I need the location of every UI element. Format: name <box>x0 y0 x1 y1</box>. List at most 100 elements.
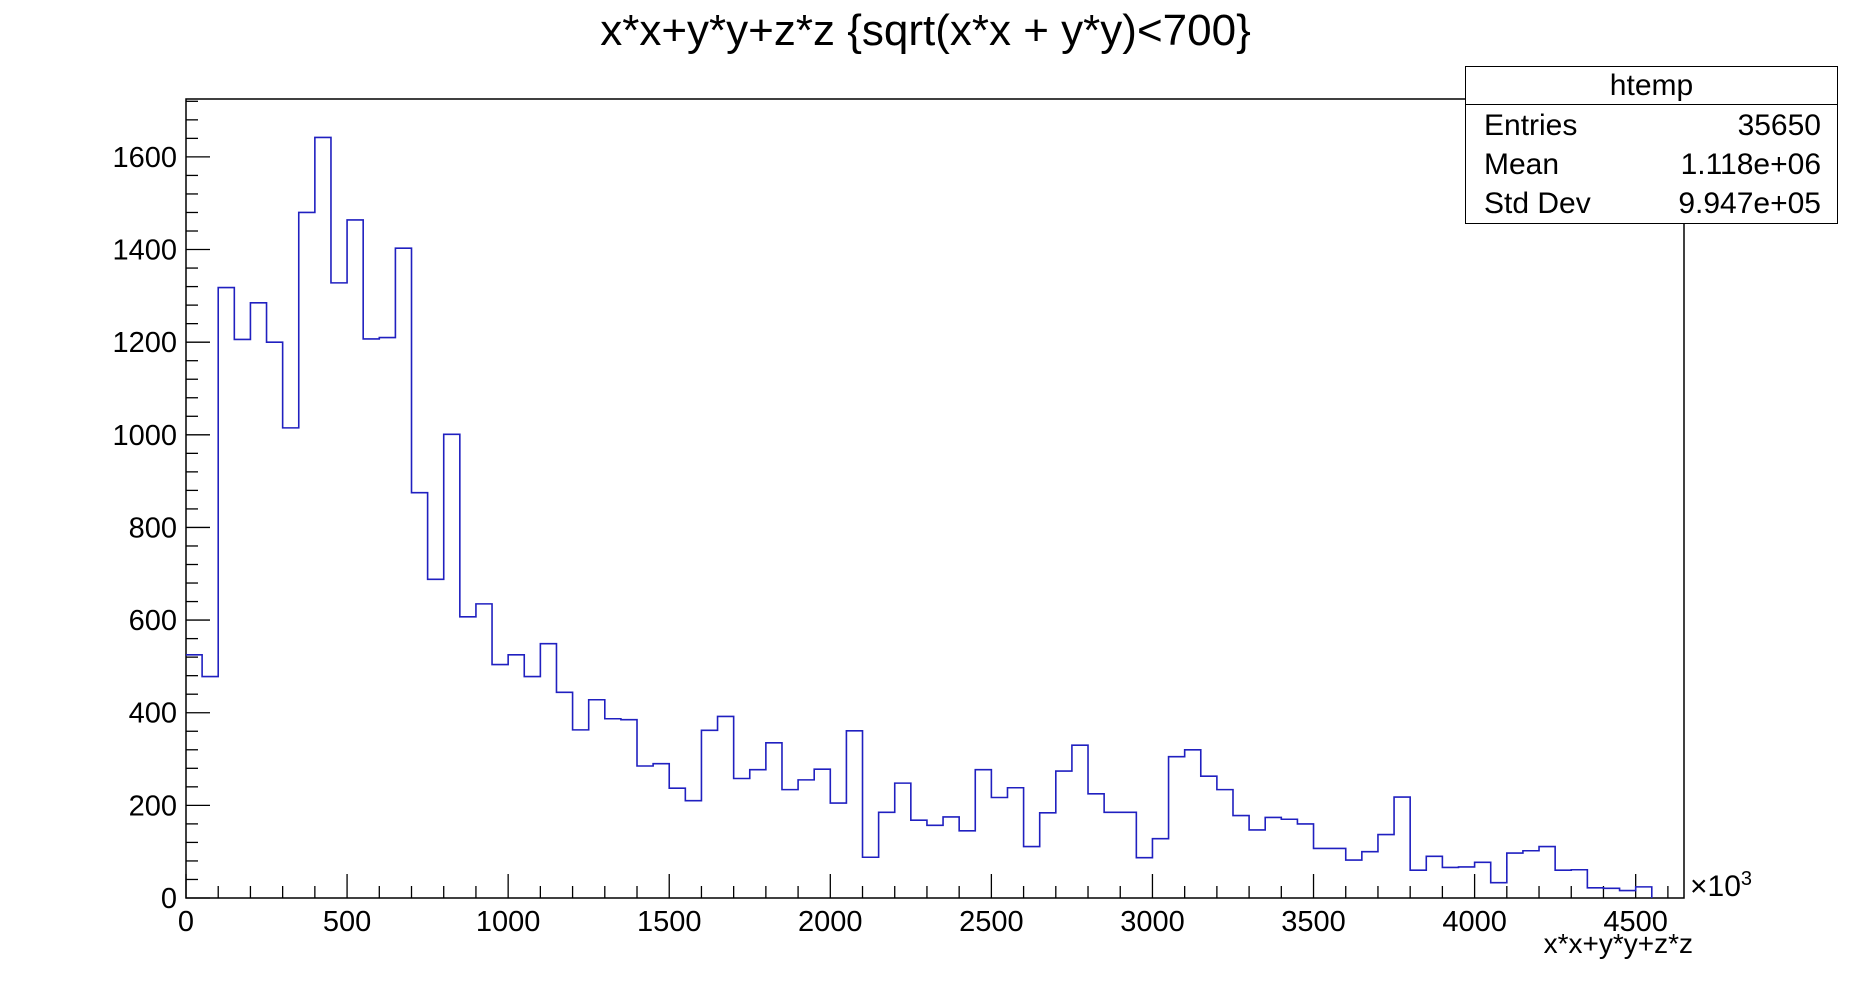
y-tick-label: 1000 <box>112 420 177 452</box>
histogram-bin <box>1169 757 1185 898</box>
y-tick-label: 800 <box>129 512 177 544</box>
histogram-bin <box>750 770 766 898</box>
histogram-bin <box>202 677 218 898</box>
y-tick-label: 200 <box>129 790 177 822</box>
y-tick-label: 1200 <box>112 327 177 359</box>
stats-value: 35650 <box>1737 109 1821 142</box>
histogram-bin <box>1056 771 1072 898</box>
histogram-bin <box>1007 788 1023 898</box>
histogram-bin <box>685 801 701 898</box>
x-tick-label: 1000 <box>476 906 541 938</box>
histogram-bin <box>363 339 379 898</box>
histogram-bin <box>1040 813 1056 898</box>
x-tick-label: 4500 <box>1603 906 1668 938</box>
histogram-bin <box>1120 812 1136 898</box>
histogram-bin <box>734 778 750 898</box>
histogram-series <box>186 136 1653 898</box>
x-tick-label: 0 <box>178 906 194 938</box>
x-tick-label: 1500 <box>637 906 702 938</box>
histogram-bin <box>1136 858 1152 898</box>
x-tick-label: 500 <box>323 906 371 938</box>
histogram-bin <box>798 780 814 898</box>
y-tick-label: 400 <box>129 698 177 730</box>
histogram-bin <box>234 339 250 898</box>
histogram-bin <box>1507 853 1523 898</box>
histogram-bin <box>283 428 299 898</box>
histogram-bin <box>1475 862 1491 898</box>
histogram-bin <box>428 579 444 898</box>
histogram-bin <box>395 248 411 898</box>
histogram-bin <box>460 617 476 898</box>
histogram-bin <box>1072 745 1088 898</box>
histogram-bin <box>412 493 428 898</box>
histogram-bin <box>1491 883 1507 898</box>
histogram-bin <box>1603 888 1619 898</box>
histogram-bin <box>573 730 589 898</box>
x-tick-label: 3500 <box>1281 906 1346 938</box>
histogram-bin <box>524 677 540 898</box>
histogram-bin <box>605 719 621 898</box>
histogram-bin <box>186 655 202 898</box>
histogram-bin <box>1201 776 1217 898</box>
histogram-bin <box>1394 797 1410 898</box>
histogram-bin <box>1152 839 1168 898</box>
histogram-bin <box>1233 816 1249 898</box>
histogram-bin <box>1185 750 1201 898</box>
stats-row-mean: Mean 1.118e+06 <box>1466 144 1837 183</box>
stats-label: Std Dev <box>1484 187 1591 220</box>
x-tick-label: 4000 <box>1442 906 1507 938</box>
histogram-bin <box>1346 860 1362 898</box>
stats-label: Entries <box>1484 109 1578 142</box>
histogram-bin <box>1410 870 1426 898</box>
stats-label: Mean <box>1484 148 1560 181</box>
histogram-bin <box>1249 830 1265 898</box>
histogram-bin <box>975 770 991 898</box>
stats-box: htemp Entries 35650 Mean 1.118e+06 Std D… <box>1465 66 1838 224</box>
x-tick-label: 3000 <box>1120 906 1185 938</box>
histogram-bin <box>1330 848 1346 898</box>
histogram-bin <box>911 820 927 898</box>
histogram-bin <box>1620 891 1636 898</box>
histogram-bin <box>444 434 460 898</box>
histogram-bin <box>1362 852 1378 898</box>
stats-title: htemp <box>1466 67 1837 105</box>
x-axis-label: x*x+y*y+z*z <box>1543 928 1693 959</box>
histogram-bin <box>1426 856 1442 898</box>
histogram-bin <box>814 769 830 898</box>
histogram-bin <box>508 655 524 898</box>
histogram-bin <box>556 692 572 898</box>
histogram-bin <box>1314 848 1330 898</box>
chart-title: x*x+y*y+z*z {sqrt(x*x + y*y)<700} <box>600 6 1251 55</box>
histogram-bin <box>299 212 315 898</box>
y-tick-label: 0 <box>161 883 177 915</box>
histogram-bin <box>943 817 959 898</box>
histogram-bin <box>347 220 363 898</box>
histogram-bin <box>879 812 895 898</box>
histogram-bin <box>782 790 798 898</box>
plot-frame <box>185 98 1685 899</box>
histogram-bin <box>1378 835 1394 898</box>
stats-row-stddev: Std Dev 9.947e+05 <box>1466 183 1837 222</box>
histogram-bin <box>331 283 347 898</box>
histogram-bin <box>991 797 1007 898</box>
histogram-bin <box>1539 847 1555 898</box>
histogram-bin <box>830 803 846 898</box>
stats-value: 1.118e+06 <box>1680 148 1821 181</box>
histogram-bin <box>315 137 331 898</box>
histogram-bin <box>1555 870 1571 898</box>
histogram-bin <box>379 338 395 898</box>
histogram-bin <box>540 644 556 898</box>
histogram-bin <box>1217 790 1233 898</box>
histogram-bin <box>653 764 669 898</box>
histogram-bin <box>895 783 911 898</box>
stats-row-entries: Entries 35650 <box>1466 105 1837 144</box>
histogram-bin <box>1587 888 1603 898</box>
y-tick-label: 1600 <box>112 142 177 174</box>
histogram-bin <box>1458 867 1474 898</box>
histogram-bin <box>846 731 862 898</box>
histogram-bin <box>621 720 637 898</box>
x-tick-label: 2500 <box>959 906 1024 938</box>
histogram-bin <box>250 303 266 898</box>
histogram-bin <box>669 788 685 898</box>
